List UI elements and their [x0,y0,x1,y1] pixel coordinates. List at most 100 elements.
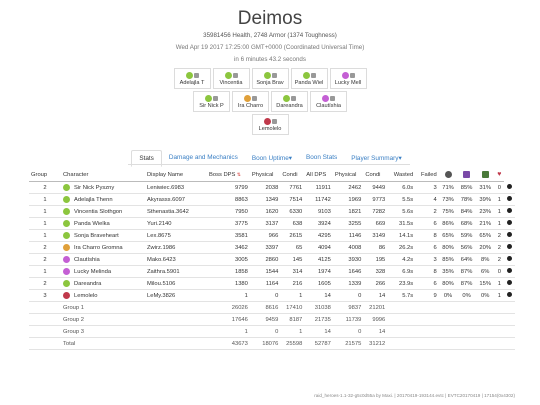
specialization-icon [193,73,199,78]
death-cell [504,217,515,231]
player-card-name: Clautíshia [316,103,341,109]
group-summary-row: Group 3 1 0 1 14 0 14 [29,325,515,339]
death-cell [504,229,515,243]
table-cell: 14 [363,325,388,339]
table-cell: 39% [475,193,495,207]
table-cell: 3930 [332,253,364,267]
table-row[interactable]: 2 Ira Charro Gromna Zwirz.1986 3462 3397 65 40… [29,241,515,255]
wasted-cell: 31.5s [387,217,416,231]
table-cell: 0 [249,325,281,339]
table-header-row: Group Character Display Name Boss DPS ⇅ Phys… [29,168,515,183]
table-row[interactable]: 1 Lucky Melinda Zaithra.5901 1858 1544 314 197… [29,265,515,279]
tab-boon-uptime[interactable]: Boon Uptime▾ [251,155,292,162]
table-cell: 9459 [249,313,281,327]
guardian-icon [244,95,251,102]
tab-stats[interactable]: Stats [131,150,162,167]
table-cell: 8863 [207,193,250,207]
column-header-label: Condi [282,171,298,178]
column-header[interactable]: All DPS [304,168,333,183]
death-icon [507,280,513,286]
table-row[interactable]: 1 Adelajla Thenn Akyrasss.6097 8863 1349 7514… [29,193,515,207]
table-cell: 0 [494,181,505,195]
tab-damage-and-mechanics[interactable]: Damage and Mechanics [168,154,238,161]
player-card[interactable]: Adelajla T [173,68,211,89]
column-header[interactable] [475,168,495,183]
death-cell [504,241,515,255]
tab-boon-stats[interactable]: Boon Stats [305,154,338,161]
player-card[interactable]: Vincentia [212,68,250,89]
stats-table: Group Character Display Name Boss DPS ⇅ Phys… [29,168,515,351]
character-cell: Lucky Melinda [61,265,145,279]
tab-player-summary[interactable]: Player Summary▾ [351,155,402,162]
column-header[interactable]: Character [61,168,145,183]
wasted-cell: 6.0s [387,181,416,195]
table-row[interactable]: 1 Panda Wielka Yuri.2140 3775 3137 638 3924 325… [29,217,515,231]
table-cell: 7514 [280,193,305,207]
table-cell: 85% [457,181,476,195]
display-name-cell: Yuri.2140 [145,217,207,231]
table-cell: 8616 [249,301,281,315]
player-card[interactable]: Clautíshia [310,91,347,112]
column-header[interactable]: Condi [363,168,388,183]
table-row[interactable]: 3 Lemolelo LeMy.3826 1 0 1 14 0 14 5.7s 9 0% 0% 0% 1 [29,289,515,303]
column-header[interactable]: Physical [249,168,281,183]
player-icons [292,71,327,80]
table-cell: 1 [280,325,305,339]
column-header[interactable] [457,168,476,183]
date-line: Wed Apr 19 2017 17:25:00 GMT+0000 (Coord… [175,44,365,51]
purple-skill-icon [463,171,471,178]
failed-cell: 8 [415,265,439,279]
player-icons [233,94,268,103]
table-cell: 1969 [332,193,364,207]
player-card[interactable]: Panda Wiel [290,68,328,89]
table-row[interactable]: 1 Vincentia Slothgon Sthenastia.3642 7950 16… [29,205,515,219]
column-header[interactable]: ♥ [494,168,505,183]
table-cell: 7282 [363,205,388,219]
table-cell: 71% [438,181,458,195]
column-header[interactable]: Condi [280,168,305,183]
mesmer-icon [185,72,193,79]
total-row: Total 43673 18076 25598 52787 21575 31212 [29,337,515,351]
table-row[interactable]: 2 Dareandra Milou.5106 1380 1164 216 1605 1339 2… [29,277,515,291]
player-card[interactable]: Sir Nick P [193,91,230,112]
specialization-icon [349,73,355,78]
table-cell: 0% [438,289,458,303]
column-header[interactable]: Display Name [145,168,207,183]
table-row[interactable]: 2 Sir Nick Pyszny Leniwiec.6983 9799 2038 776… [29,181,515,195]
column-header-label: Failed [420,171,437,178]
display-name-cell: LeMy.3826 [145,289,207,303]
column-header[interactable]: Wasted [387,168,416,183]
column-header[interactable]: Failed [415,168,439,183]
player-card-name: Vincentia [219,80,243,86]
failed-cell: 6 [415,217,439,231]
player-card-name: Adelajla T [179,80,205,86]
column-header[interactable]: Group [29,168,61,183]
table-row[interactable]: 1 Sonja Braveheart Lex.8675 3581 966 2615 4295… [29,229,515,243]
player-card[interactable]: Lucky Mell [329,68,367,89]
heart-icon: ♥ [497,171,502,178]
table-cell: 3775 [207,217,250,231]
player-card[interactable]: Sonja Brav [251,68,289,89]
column-header[interactable] [438,168,458,183]
table-cell: 1646 [332,265,364,279]
table-cell: 86% [438,217,458,231]
character-cell: Ira Charro Gromna [61,241,145,255]
table-cell: 3255 [332,217,364,231]
player-icons [311,94,346,103]
table-cell: 6% [475,265,495,279]
wasted-cell: 6.9s [387,265,416,279]
player-card[interactable]: Ira Charro [232,91,269,112]
failed-cell: 6 [415,241,439,255]
ranger-icon [263,72,271,79]
player-card[interactable]: Dareandra [271,91,308,112]
column-header[interactable]: Physical [332,168,364,183]
table-cell: 1605 [304,277,333,291]
player-card[interactable]: Lemolelo [251,114,289,135]
player-card-name: Ira Charro [237,103,264,109]
table-cell: 3149 [363,229,388,243]
table-cell: 80% [438,241,458,255]
table-cell: 2 [494,241,505,255]
table-row[interactable]: 2 Clautíshia Mako.6423 3005 2860 145 4125 3930 1… [29,253,515,267]
stack-icon [481,171,489,178]
column-header[interactable]: Boss DPS ⇅ [207,168,250,183]
